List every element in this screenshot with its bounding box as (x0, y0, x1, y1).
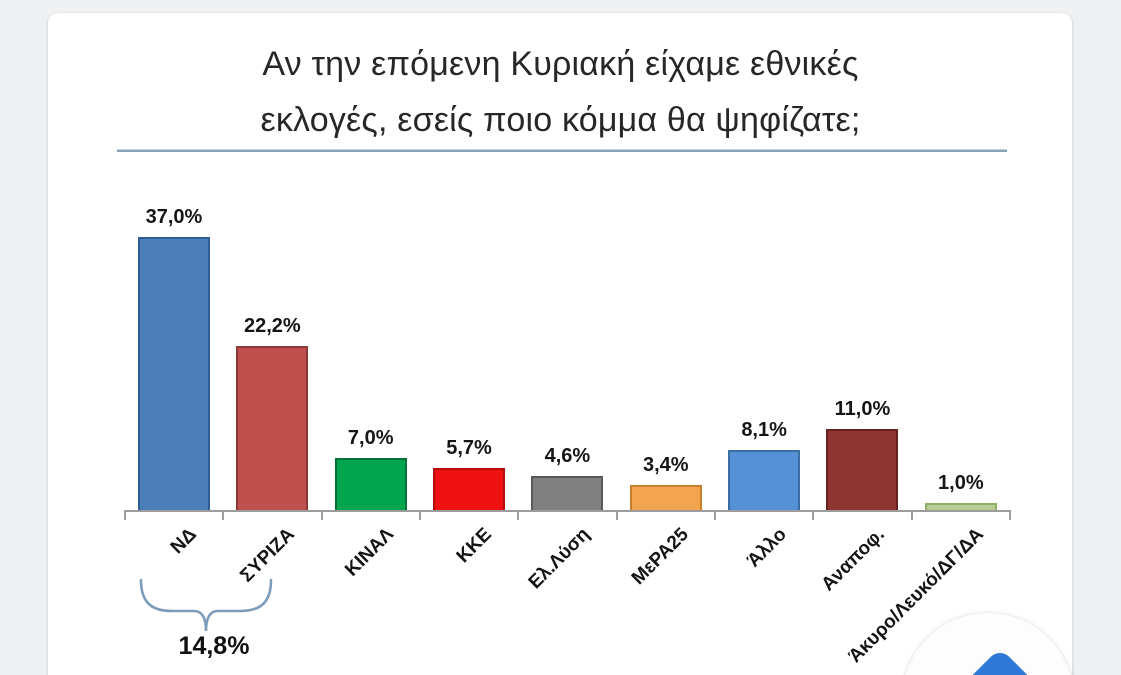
bar-kke (433, 467, 506, 510)
bar-syriza (236, 346, 309, 510)
x-axis-tick (713, 512, 716, 520)
chart-card (48, 13, 1072, 675)
bar-value-label-allo: 8,1% (741, 419, 787, 442)
bar-anapof (826, 428, 899, 510)
title-underline (117, 149, 1007, 152)
x-axis-tick (123, 512, 126, 520)
chart-title-line-2: εκλογές, εσείς ποιο κόμμα θα ψηφίζατε; (260, 101, 861, 139)
x-axis-tick (418, 512, 421, 520)
x-axis-tick (615, 512, 618, 520)
x-axis-tick (320, 512, 323, 520)
bar-el-lysi (531, 476, 604, 510)
chart-title-line-1: Αν την επόμενη Κυριακή είχαμε εθνικές (262, 45, 859, 83)
difference-label: 14,8% (178, 632, 250, 660)
curly-brace-icon (139, 578, 273, 632)
bar-value-label-kinal: 7,0% (347, 427, 394, 450)
bar-value-label-akyro-leyko: 1,0% (938, 471, 984, 494)
bar-kinal (334, 458, 407, 510)
bar-value-label-kke: 5,7% (446, 436, 492, 459)
difference-brace (138, 577, 274, 642)
bar-allo (728, 450, 801, 510)
x-axis-tick (517, 512, 520, 520)
bar-value-label-syriza: 22,2% (243, 315, 301, 338)
x-axis-tick (1009, 512, 1011, 520)
bar-nd (137, 236, 210, 510)
x-axis-tick (812, 512, 815, 520)
bar-value-label-mera25: 3,4% (642, 453, 689, 476)
x-axis-tick (910, 512, 913, 520)
chart-title: Αν την επόμενη Κυριακή είχαμε εθνικές εκ… (70, 36, 1051, 148)
x-axis-tick (222, 512, 225, 520)
bar-value-label-nd: 37,0% (145, 205, 203, 228)
x-axis-line (123, 510, 1011, 512)
bar-value-label-anapof: 11,0% (834, 397, 891, 420)
bar-mera25 (629, 484, 702, 510)
bar-akyro-leyko (924, 502, 997, 510)
bar-value-label-el-lysi: 4,6% (544, 445, 591, 468)
